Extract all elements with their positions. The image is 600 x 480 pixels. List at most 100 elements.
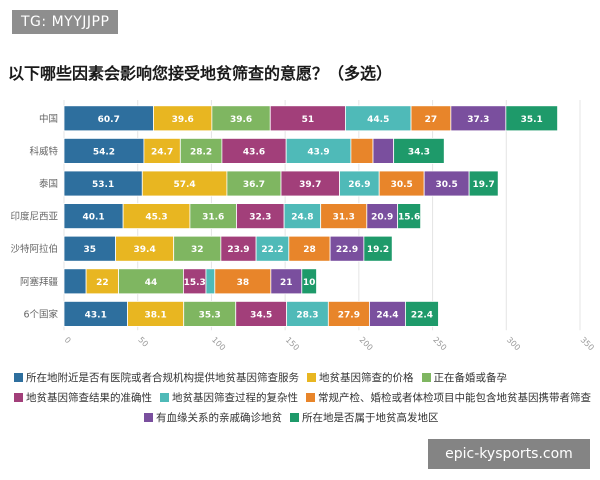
category-label: 阿塞拜疆	[20, 276, 59, 288]
bar-segment	[363, 235, 393, 262]
legend-label: 所在地是否属于地贫高发地区	[302, 412, 439, 424]
x-tick-label: 0	[63, 335, 73, 345]
data-label: 22.9	[336, 245, 358, 255]
category-label: 印度尼西亚	[10, 211, 58, 223]
bar-segment	[468, 170, 499, 197]
data-label: 28	[303, 245, 316, 255]
bar-segment	[378, 170, 425, 197]
bar-segment	[205, 268, 216, 295]
data-label: 28.3	[296, 310, 318, 320]
bar-segment	[211, 105, 271, 132]
bar-segment	[410, 105, 452, 132]
data-label: 27	[425, 115, 438, 125]
bar-segment	[286, 300, 329, 327]
chart-legend: 所在地附近是否有医院或者合规机构提供地贫基因筛查服务 地贫基因筛查的价格 正在备…	[14, 370, 594, 430]
bar-segment	[285, 137, 352, 164]
x-tick-label: 100	[210, 335, 227, 352]
bar-segment	[405, 300, 439, 327]
data-label: 26.9	[348, 180, 370, 190]
data-label: 39.7	[299, 180, 321, 190]
bar-segment	[183, 300, 237, 327]
bar-segment	[63, 105, 154, 132]
bar-segment	[235, 300, 288, 327]
data-label: 51	[302, 115, 315, 125]
data-label: 60.7	[98, 115, 120, 125]
data-label: 19.2	[367, 245, 389, 255]
data-label: 32.3	[249, 213, 271, 223]
data-label: 53.1	[92, 180, 114, 190]
legend-swatch	[306, 393, 315, 402]
bar-segment	[63, 235, 116, 262]
data-label: 35.3	[199, 310, 221, 320]
bar-segment	[214, 268, 272, 295]
legend-label: 所在地附近是否有医院或者合规机构提供地贫基因筛查服务	[26, 372, 299, 384]
bar-segment	[270, 268, 303, 295]
data-label: 39.6	[172, 115, 194, 125]
data-label: 43.1	[85, 310, 107, 320]
category-label: 中国	[39, 113, 58, 125]
bar-segment	[118, 268, 184, 295]
bar-segment	[226, 170, 282, 197]
legend-item-0: 所在地附近是否有医院或者合规机构提供地贫基因筛查服务	[14, 370, 299, 385]
data-label: 30.5	[391, 180, 413, 190]
data-label: 54.2	[93, 147, 115, 157]
category-label: 科威特	[29, 145, 58, 157]
bar-segment	[397, 203, 422, 230]
bar-segment	[115, 235, 175, 262]
bar-segment	[329, 235, 365, 262]
data-label: 44	[145, 278, 158, 288]
data-label: 28.2	[190, 147, 212, 157]
legend-label: 地贫基因筛查结果的准确性	[26, 392, 152, 404]
data-label: 15.6	[398, 213, 420, 223]
x-tick-label: 200	[357, 335, 374, 352]
x-tick-label: 300	[505, 335, 522, 352]
bar-segment	[141, 170, 228, 197]
x-tick-label: 250	[431, 335, 448, 352]
legend-row-2: 地贫基因筛查结果的准确性 地贫基因筛查过程的复杂性 常规产检、婚检或者体检项目中…	[14, 390, 594, 405]
legend-swatch	[307, 373, 316, 382]
data-label: 43.6	[243, 147, 265, 157]
data-label: 37.3	[467, 115, 489, 125]
legend-swatch	[290, 413, 299, 422]
chart-title: 以下哪些因素会影响您接受地贫筛查的意愿？（多选）	[8, 64, 393, 83]
legend-label: 地贫基因筛查的价格	[319, 372, 414, 384]
data-label: 38	[237, 278, 250, 288]
data-label: 34.3	[408, 147, 430, 157]
legend-label: 地贫基因筛查过程的复杂性	[172, 392, 298, 404]
data-label: 15.3	[184, 278, 206, 288]
data-label: 57.4	[173, 180, 195, 190]
data-label: 20.9	[371, 213, 393, 223]
data-label: 44.5	[367, 115, 389, 125]
data-label: 22	[96, 278, 109, 288]
legend-swatch	[144, 413, 153, 422]
bar-segment	[320, 203, 368, 230]
x-tick-labels: 0 50 100 150 200 250 300 350	[63, 335, 596, 352]
bar-segment	[153, 105, 213, 132]
data-label: 22.2	[261, 245, 283, 255]
bar-segment	[63, 300, 128, 327]
bar-segment	[369, 300, 406, 327]
bar-segment	[505, 105, 558, 132]
bar-segment	[423, 170, 470, 197]
bar-segment	[283, 203, 322, 230]
bar-segment	[63, 268, 87, 295]
bar-segment	[173, 235, 222, 262]
data-label: 40.1	[82, 213, 104, 223]
legend-item-3: 地贫基因筛查结果的准确性	[14, 390, 152, 405]
bar-segment	[63, 203, 124, 230]
bar-segment	[339, 170, 380, 197]
bar-segment	[122, 203, 191, 230]
legend-item-7: 所在地是否属于地贫高发地区	[290, 410, 439, 425]
data-label: 31.3	[333, 213, 355, 223]
x-tick-label: 150	[284, 335, 301, 352]
data-label: 24.4	[376, 310, 398, 320]
data-label: 31.6	[202, 213, 224, 223]
bar-segment	[179, 137, 223, 164]
category-label: 泰国	[39, 178, 58, 190]
legend-item-4: 地贫基因筛查过程的复杂性	[160, 390, 298, 405]
data-label: 23.9	[227, 245, 249, 255]
legend-swatch	[421, 373, 431, 382]
bar-segment	[269, 105, 346, 132]
